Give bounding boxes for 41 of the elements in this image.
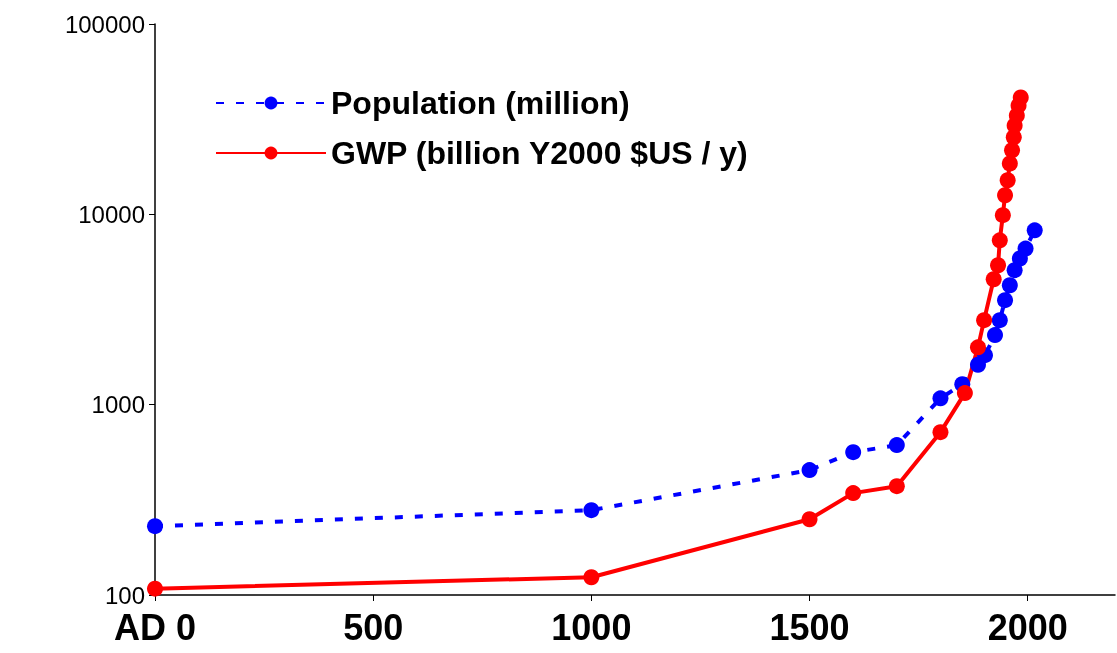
point — [583, 569, 600, 586]
point — [994, 207, 1011, 224]
point — [801, 462, 818, 479]
point — [991, 232, 1008, 249]
y-tick-label: 100000 — [64, 10, 145, 38]
y-tick-label: 100 — [104, 581, 145, 609]
point — [956, 385, 973, 402]
point — [997, 292, 1014, 309]
x-tick-label: 1500 — [769, 606, 850, 648]
point — [987, 327, 1003, 344]
point — [1012, 89, 1029, 106]
point — [845, 444, 862, 461]
legend-label: Population (million) — [331, 85, 630, 121]
x-tick-label: 500 — [343, 606, 404, 648]
point — [1004, 142, 1021, 159]
point — [888, 437, 905, 454]
y-tick-label: 10000 — [78, 200, 145, 228]
point — [991, 312, 1008, 329]
point — [985, 271, 1002, 288]
point — [147, 580, 163, 597]
x-tick-label: 1000 — [551, 606, 632, 648]
y-tick-label: 1000 — [91, 391, 145, 419]
point — [1017, 240, 1034, 257]
point — [999, 172, 1016, 189]
point — [1026, 222, 1043, 239]
point — [1001, 155, 1018, 172]
point — [1001, 277, 1018, 294]
point — [990, 257, 1007, 274]
point — [970, 339, 986, 356]
point — [932, 424, 949, 441]
x-tick-label: AD 0 — [113, 606, 197, 648]
point — [932, 390, 949, 407]
x-tick-label: 2000 — [987, 606, 1068, 648]
point — [583, 502, 600, 519]
legend-label: GWP (billion Y2000 $US / y) — [331, 135, 748, 171]
point — [845, 485, 862, 502]
point — [997, 187, 1014, 204]
point — [888, 478, 905, 495]
point — [801, 511, 818, 528]
point — [147, 518, 163, 535]
point — [976, 312, 993, 329]
